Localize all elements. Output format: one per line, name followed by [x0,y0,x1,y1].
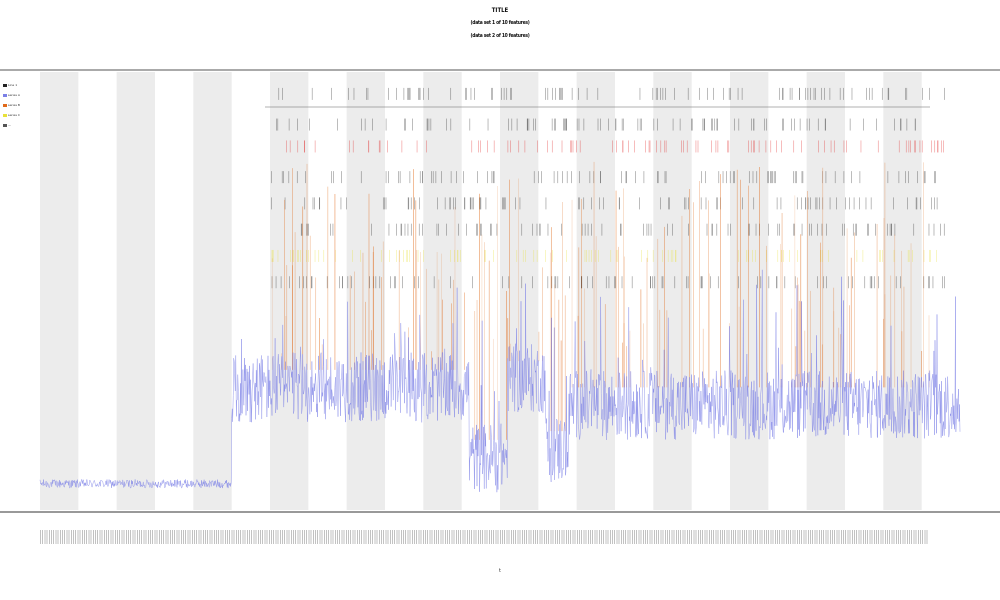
shaded-band [500,72,539,510]
legend-entry: — [3,120,33,130]
chart-subtitle: (data set 1 of 10 features) [470,20,530,26]
shaded-band [653,72,692,510]
chart-subtitle-2: (data set 2 of 10 features) [470,33,530,39]
legend-entry: series B [3,100,33,110]
shaded-band [806,72,845,510]
legend-label: series A [8,93,20,97]
chart-titles: TITLE (data set 1 of 10 features) (data … [0,4,1000,43]
peak-spikes [271,161,930,440]
legend-entry: series A [3,90,33,100]
shaded-band [193,72,232,510]
x-tick-labels [40,530,928,544]
shaded-band [576,72,615,510]
signal-series-line [39,269,961,493]
legend-entry: Line 1 [3,80,33,90]
shaded-band [730,72,769,510]
shaded-band [270,72,309,510]
shaded-band [116,72,155,510]
shaded-band [40,72,79,510]
x-axis-label: t [499,568,501,574]
legend: Line 1 series A series B series C — [3,80,33,130]
shaded-band [346,72,385,510]
chart-title: TITLE [491,7,509,14]
signal-line [39,269,961,493]
legend-label: series B [8,103,20,107]
shaded-band [883,72,922,510]
legend-label: series C [8,113,20,117]
shaded-band [423,72,462,510]
legend-label: — [8,123,11,127]
legend-entry: series C [3,110,33,120]
legend-label: Line 1 [8,83,18,87]
event-rows [271,87,945,289]
